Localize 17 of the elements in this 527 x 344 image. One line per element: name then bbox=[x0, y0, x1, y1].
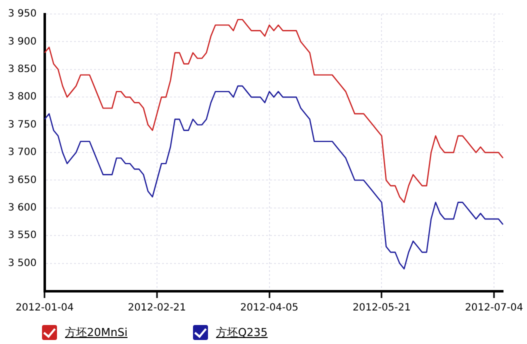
y-tick-label: 3 550 bbox=[8, 230, 37, 242]
y-tick-label: 3 750 bbox=[8, 119, 37, 130]
x-tick-label: 2012-07-04 bbox=[464, 302, 524, 314]
y-tick-label: 3 500 bbox=[8, 258, 37, 269]
x-tick-label: 2012-01-04 bbox=[16, 302, 74, 314]
y-tick-label: 3 900 bbox=[8, 36, 37, 48]
legend-label: 方坯20MnSi bbox=[65, 325, 128, 340]
y-tick-label: 3 850 bbox=[8, 64, 37, 75]
legend-label: 方坯Q235 bbox=[216, 325, 268, 340]
y-tick-label: 3 800 bbox=[8, 92, 37, 103]
y-tick-label: 3 600 bbox=[8, 202, 37, 214]
x-tick-label: 2012-05-21 bbox=[352, 302, 411, 314]
y-tick-label: 3 950 bbox=[8, 8, 37, 20]
x-tick-label: 2012-04-05 bbox=[240, 302, 298, 314]
x-tick-label: 2012-02-21 bbox=[128, 302, 186, 314]
y-tick-label: 3 650 bbox=[8, 174, 37, 186]
y-tick-label: 3 700 bbox=[8, 147, 37, 158]
